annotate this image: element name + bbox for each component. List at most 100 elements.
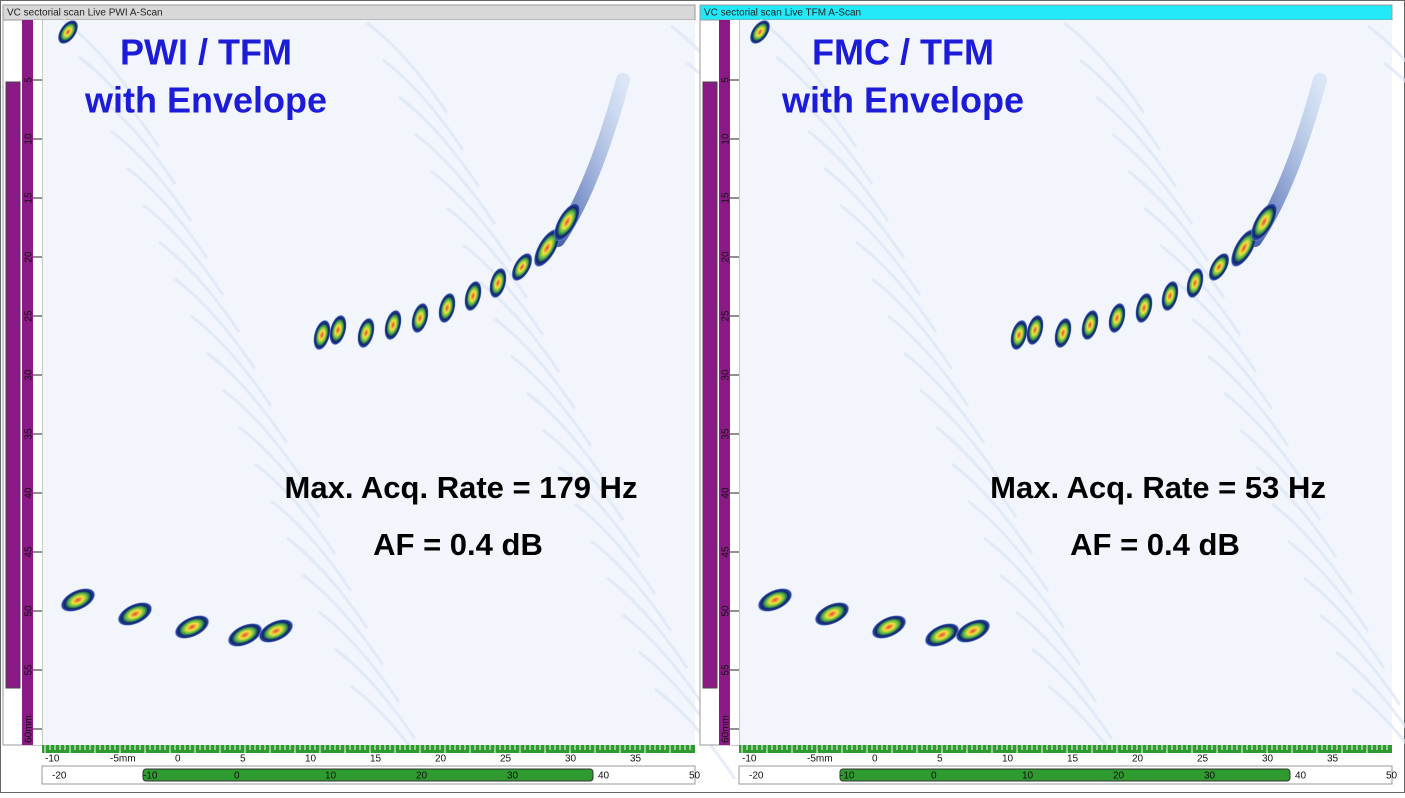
indication bbox=[1161, 280, 1179, 312]
af-value: AF = 0.4 dB bbox=[373, 527, 543, 562]
indication bbox=[1208, 252, 1230, 282]
texture bbox=[206, 351, 289, 444]
x-label: 10 bbox=[305, 754, 317, 765]
indication bbox=[384, 309, 402, 341]
texture bbox=[398, 95, 481, 188]
texture bbox=[1015, 610, 1098, 703]
indication bbox=[60, 587, 96, 613]
depth-label: 25 bbox=[24, 310, 35, 322]
texture bbox=[1367, 24, 1405, 63]
texture bbox=[286, 536, 369, 629]
depth-label: 50 bbox=[24, 605, 35, 617]
depth-label: 5 bbox=[721, 77, 732, 83]
indication bbox=[411, 302, 429, 334]
indication bbox=[1054, 317, 1072, 349]
texture bbox=[903, 351, 986, 444]
texture bbox=[526, 391, 609, 484]
depth-label: 20 bbox=[24, 251, 35, 263]
texture bbox=[1175, 280, 1258, 373]
texture bbox=[142, 203, 225, 296]
texture bbox=[430, 169, 513, 262]
depth-label: 30 bbox=[24, 369, 35, 381]
x-label: 20 bbox=[1132, 754, 1144, 765]
texture bbox=[238, 425, 321, 518]
depth-label: 40 bbox=[721, 487, 732, 499]
texture bbox=[446, 206, 529, 299]
depth-label: 55 bbox=[24, 664, 35, 676]
depth-label: 35 bbox=[24, 428, 35, 440]
indication bbox=[227, 622, 263, 648]
texture bbox=[1063, 21, 1146, 114]
texture bbox=[919, 388, 1002, 481]
indication bbox=[955, 618, 991, 644]
indication bbox=[749, 19, 771, 45]
indication bbox=[1010, 319, 1028, 351]
texture bbox=[414, 132, 497, 225]
x-label: 20 bbox=[435, 754, 447, 765]
range-bar bbox=[142, 768, 594, 782]
texture bbox=[1223, 391, 1306, 484]
texture bbox=[1095, 95, 1178, 188]
texture bbox=[1351, 687, 1405, 745]
bottom-label: 30 bbox=[1204, 771, 1216, 782]
bottom-label: 20 bbox=[416, 771, 428, 782]
texture bbox=[1111, 132, 1194, 225]
texture bbox=[366, 21, 449, 114]
texture bbox=[574, 502, 657, 595]
texture bbox=[871, 277, 954, 370]
indication bbox=[1230, 228, 1258, 268]
texture bbox=[94, 92, 177, 185]
x-label: -5mm bbox=[807, 754, 833, 765]
x-label: 25 bbox=[1197, 754, 1209, 765]
texture bbox=[158, 240, 241, 333]
x-label: 0 bbox=[175, 754, 181, 765]
bottom-label: 40 bbox=[1295, 771, 1307, 782]
bottom-label: -10 bbox=[840, 771, 855, 782]
depth-ruler-face bbox=[730, 20, 739, 745]
acq-rate: Max. Acq. Rate = 53 Hz bbox=[990, 470, 1326, 505]
texture bbox=[494, 317, 577, 410]
depth-label: 45 bbox=[24, 546, 35, 558]
scan-image bbox=[42, 20, 695, 745]
bottom-label: 50 bbox=[1386, 771, 1398, 782]
indication bbox=[357, 317, 375, 349]
x-label: 5 bbox=[240, 754, 246, 765]
texture bbox=[622, 613, 705, 706]
x-label: 0 bbox=[872, 754, 878, 765]
depth-label: 30 bbox=[721, 369, 732, 381]
range-bar bbox=[839, 768, 1291, 782]
indication bbox=[464, 280, 482, 312]
bottom-label: 40 bbox=[598, 771, 610, 782]
texture bbox=[542, 428, 625, 521]
indication bbox=[489, 267, 507, 299]
bottom-label: -20 bbox=[749, 771, 764, 782]
heading: PWI / TFM bbox=[120, 32, 292, 73]
indication bbox=[117, 601, 153, 627]
indication bbox=[1250, 202, 1278, 242]
x-label: -5mm bbox=[110, 754, 136, 765]
texture bbox=[1335, 650, 1405, 729]
depth-label: 20 bbox=[721, 251, 732, 263]
texture bbox=[839, 203, 922, 296]
bottom-label: 0 bbox=[234, 771, 240, 782]
texture bbox=[1127, 169, 1210, 262]
depth-label: 15 bbox=[721, 192, 732, 204]
texture bbox=[254, 462, 337, 555]
bottom-label: 10 bbox=[1022, 771, 1034, 782]
texture bbox=[951, 462, 1034, 555]
indication bbox=[511, 252, 533, 282]
texture bbox=[174, 277, 257, 370]
scan-image bbox=[739, 20, 1392, 745]
x-label: 5 bbox=[937, 754, 943, 765]
acq-rate: Max. Acq. Rate = 179 Hz bbox=[285, 470, 638, 505]
texture bbox=[1255, 465, 1338, 558]
texture bbox=[855, 240, 938, 333]
bottom-label: -10 bbox=[143, 771, 158, 782]
depth-label: 55 bbox=[721, 664, 732, 676]
panel-title: VC sectorial scan Live PWI A-Scan bbox=[7, 8, 163, 19]
x-label: -10 bbox=[45, 754, 60, 765]
heading: with Envelope bbox=[84, 80, 327, 121]
texture bbox=[382, 58, 465, 151]
depth-label: 10 bbox=[24, 133, 35, 145]
indication bbox=[174, 614, 210, 640]
